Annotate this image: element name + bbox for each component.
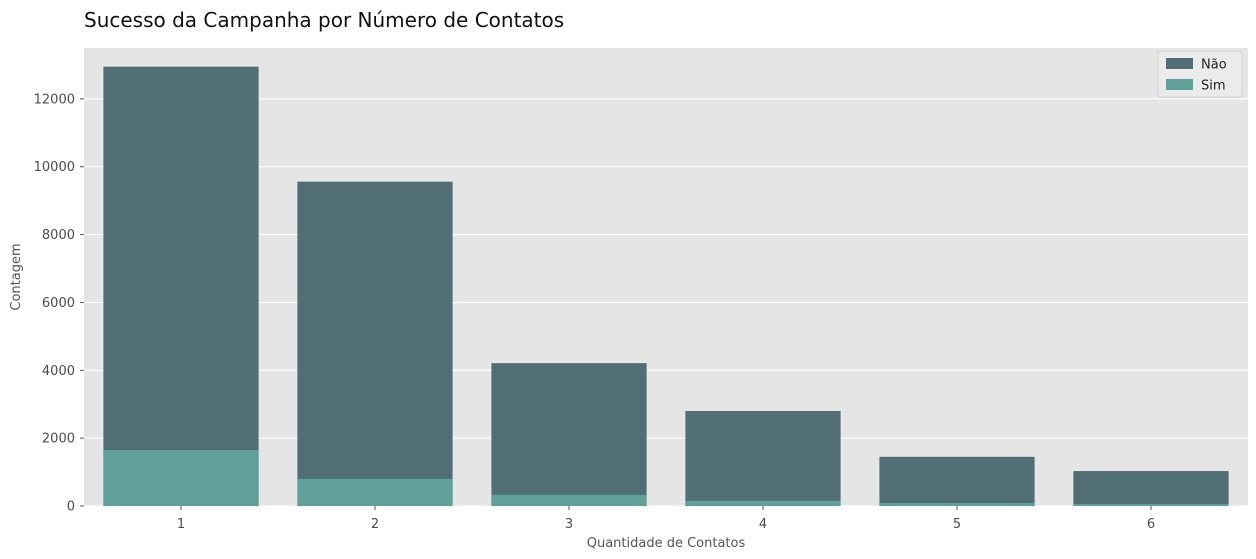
x-tick-label: 3 (565, 517, 573, 532)
y-tick-label: 2000 (42, 432, 75, 447)
legend: Não Sim (1157, 50, 1243, 98)
bar-nao-3 (491, 363, 647, 506)
x-axis-label: Quantidade de Contatos (587, 536, 746, 551)
x-tick-label: 5 (953, 517, 961, 532)
bar-sim-4 (685, 500, 841, 506)
bar-nao-6 (1073, 471, 1229, 506)
bar-nao-1 (103, 66, 259, 507)
bar-nao-5 (879, 456, 1035, 506)
bar-sim-6 (1073, 503, 1229, 506)
y-axis-ticks: 0 2000 4000 6000 8000 10000 12000 (34, 92, 84, 515)
legend-label-nao: Não (1201, 58, 1227, 73)
bar-nao-4 (685, 411, 841, 506)
bar-sim-2 (297, 478, 453, 506)
y-tick-label: 10000 (34, 160, 75, 175)
bar-sim-1 (103, 450, 259, 506)
x-tick-label: 1 (177, 517, 185, 532)
y-tick-label: 0 (67, 500, 75, 515)
chart-title: Sucesso da Campanha por Número de Contat… (84, 8, 564, 32)
plot-background (84, 48, 1248, 506)
legend-box (1157, 50, 1243, 98)
bar-sim-3 (491, 494, 647, 506)
y-tick-label: 12000 (34, 92, 75, 107)
bar-sim-5 (879, 502, 1035, 506)
legend-swatch-sim (1166, 79, 1193, 90)
y-tick-label: 8000 (42, 228, 75, 243)
y-tick-label: 4000 (42, 364, 75, 379)
x-tick-label: 6 (1147, 517, 1155, 532)
legend-label-sim: Sim (1201, 79, 1226, 94)
x-tick-label: 2 (371, 517, 379, 532)
grid-lines (84, 98, 1248, 507)
legend-swatch-nao (1166, 58, 1193, 69)
y-tick-label: 6000 (42, 296, 75, 311)
x-axis-ticks: 1 2 3 4 5 6 (177, 506, 1155, 532)
y-axis-label: Contagem (9, 243, 24, 310)
bar-nao-2 (297, 181, 453, 506)
bars (103, 66, 1229, 507)
x-tick-label: 4 (759, 517, 767, 532)
